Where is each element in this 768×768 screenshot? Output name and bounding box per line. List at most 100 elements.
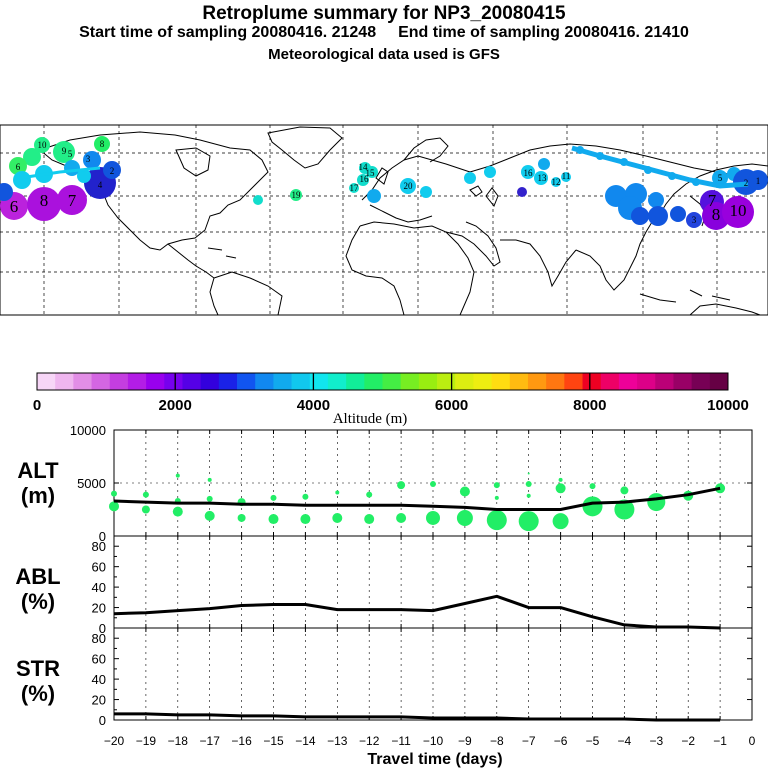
map-gridlines — [0, 125, 768, 315]
series-line — [114, 712, 721, 722]
colorbar-swatch — [255, 373, 274, 390]
colorbar-tick-label: 6000 — [435, 397, 468, 414]
data-point — [486, 510, 507, 531]
colorbar-swatch — [382, 373, 402, 390]
colorbar-swatch — [127, 373, 147, 390]
y-tick-label: 0 — [99, 529, 106, 544]
data-point — [459, 486, 470, 497]
plume-point — [484, 166, 496, 178]
y-tick-label: 80 — [92, 539, 106, 554]
colorbar-swatch — [73, 373, 92, 390]
colorbar-swatch — [546, 373, 565, 390]
x-tick-label: −14 — [295, 734, 316, 748]
colorbar-swatch — [455, 373, 474, 390]
plume-point — [253, 195, 263, 205]
plume-day-label: 7 — [68, 191, 77, 210]
plume-point — [13, 171, 31, 189]
data-point — [647, 493, 666, 512]
plume-point — [517, 187, 527, 197]
data-point — [527, 472, 530, 475]
colorbar-swatch — [346, 373, 365, 390]
plume-day-label: 13 — [538, 173, 548, 183]
data-point — [302, 493, 309, 500]
colorbar-tick-label: 2000 — [159, 397, 192, 414]
data-point — [430, 481, 436, 488]
y-tick-label: 0 — [99, 713, 106, 728]
panel-label: ALT — [17, 458, 59, 483]
data-point — [332, 512, 343, 523]
colorbar-swatch — [637, 373, 656, 390]
x-tick-label: −15 — [263, 734, 284, 748]
plume-day-label: 14 — [359, 162, 369, 172]
plume-day-label: 10 — [38, 140, 48, 150]
plume-day-label: 9 — [62, 146, 67, 156]
plume-points — [0, 136, 768, 230]
data-point — [582, 496, 603, 517]
colorbar-swatch — [109, 373, 129, 390]
colorbar-swatch — [564, 373, 583, 390]
x-tick-label: −11 — [391, 734, 411, 748]
data-point — [335, 490, 340, 495]
colorbar-swatch — [55, 373, 74, 390]
panel-abl: 80 60 40 20 0 ABL(%) — [15, 535, 753, 636]
plume-day-label: 8 — [40, 191, 49, 210]
colorbar-swatch — [473, 373, 493, 390]
plume-point — [9, 157, 27, 175]
colorbar-swatch — [291, 373, 311, 390]
plume-point — [27, 187, 61, 221]
colorbar-swatch — [691, 373, 711, 390]
x-tick-label: −18 — [168, 734, 189, 748]
data-point — [172, 506, 183, 517]
plume-day-label: 12 — [552, 177, 561, 187]
x-tick-label: −13 — [327, 734, 348, 748]
colorbar-swatch — [600, 373, 620, 390]
colorbar-swatch — [527, 373, 547, 390]
plume-point — [94, 136, 110, 152]
series-line — [113, 594, 721, 630]
plume-day-label: 10 — [730, 201, 747, 220]
data-point — [207, 477, 212, 482]
data-point — [555, 483, 566, 494]
data-point — [109, 501, 119, 512]
plume-point — [420, 186, 432, 198]
data-point — [525, 481, 532, 488]
plume-point — [290, 189, 302, 201]
colorbar-swatch — [218, 373, 238, 390]
colorbar-swatch — [582, 373, 602, 390]
x-tick-label: −19 — [136, 734, 157, 748]
x-tick-label: −4 — [618, 734, 632, 748]
plume-day-label: 2 — [744, 178, 749, 188]
colorbar-swatch — [400, 373, 420, 390]
colorbar-swatch — [237, 373, 256, 390]
plume-point — [464, 172, 476, 184]
altitude-colorbar: 0 2000 4000 6000 8000 10000 Altitude (m) — [33, 372, 749, 427]
x-tick-label: −9 — [458, 734, 472, 748]
time-series-panels: 1000050000ALT(m)806040200ABL(%)806040200… — [15, 423, 755, 768]
plume-point — [561, 172, 571, 182]
x-tick-label: −10 — [423, 734, 444, 748]
data-point — [558, 477, 563, 482]
data-point — [364, 514, 375, 525]
colorbar-swatch — [91, 373, 111, 390]
data-point — [237, 513, 246, 522]
data-point — [397, 481, 406, 490]
y-tick-label: 40 — [92, 672, 106, 687]
data-point — [526, 493, 531, 498]
colorbar-swatch — [618, 373, 638, 390]
plume-day-label: 6 — [10, 197, 19, 216]
start-time-label: Start time of sampling 20080416. 21248 — [79, 24, 377, 41]
plume-point — [57, 185, 87, 215]
x-axis-label: Travel time (days) — [367, 751, 502, 768]
chart-title: Retroplume summary for NP3_20080415 — [202, 3, 566, 24]
panel-label: ABL — [15, 564, 60, 589]
data-point — [366, 491, 373, 498]
data-point — [142, 491, 149, 498]
plume-point — [538, 158, 550, 170]
colorbar-swatch — [37, 373, 56, 390]
plume-point — [551, 177, 561, 187]
x-tick-label: −3 — [649, 734, 663, 748]
plume-day-label: 8 — [712, 205, 721, 224]
